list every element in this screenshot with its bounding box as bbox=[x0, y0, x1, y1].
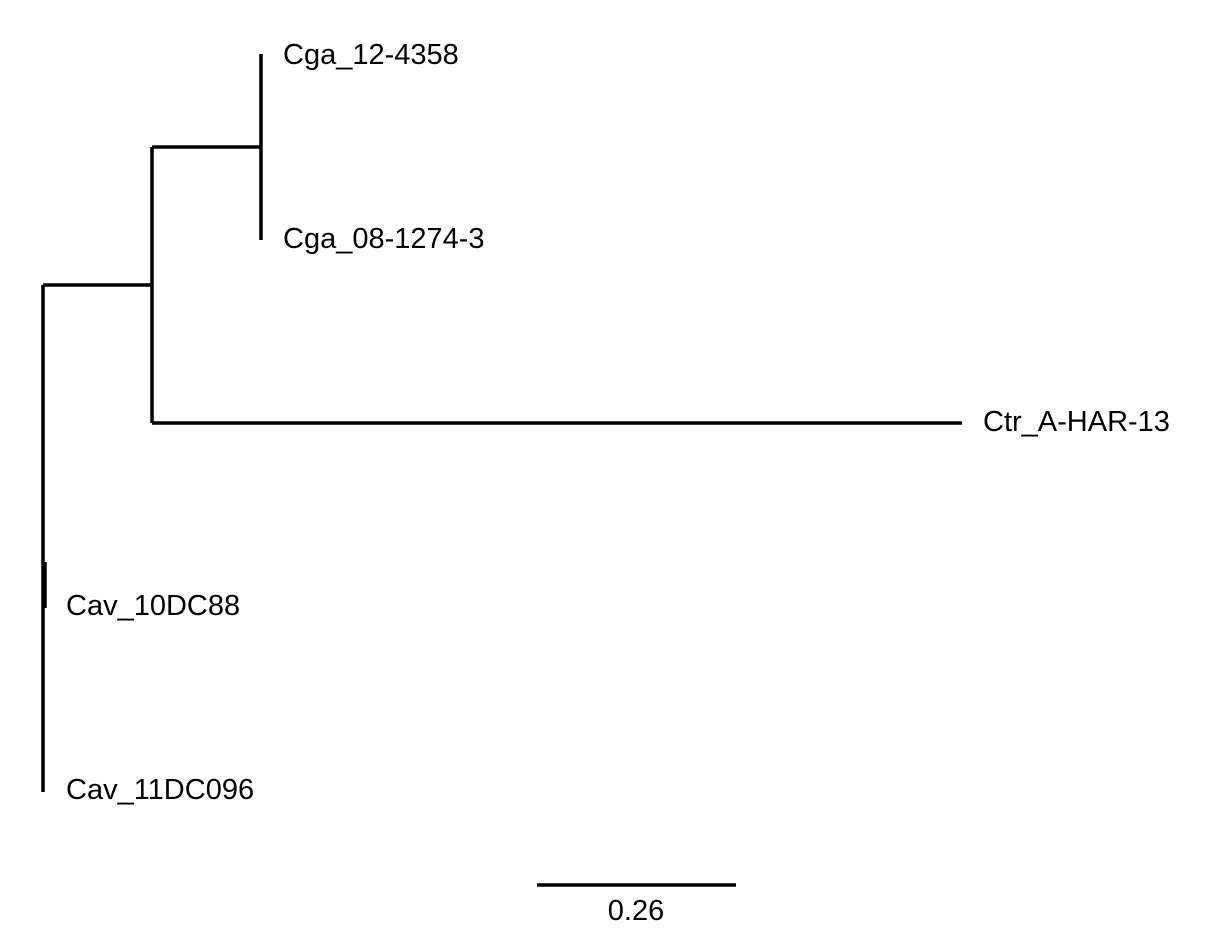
tip-label-cga-12: Cga_12-4358 bbox=[283, 39, 459, 71]
tree-branches bbox=[41, 54, 962, 792]
scale-bar: 0.26 bbox=[537, 883, 736, 927]
scale-bar-label: 0.26 bbox=[608, 895, 664, 927]
tip-labels: Cga_12-4358 Cga_08-1274-3 Ctr_A-HAR-13 C… bbox=[66, 39, 1170, 806]
tip-label-cga-08: Cga_08-1274-3 bbox=[283, 223, 485, 255]
tip-label-cav-11: Cav_11DC096 bbox=[66, 774, 254, 806]
tip-label-ctr: Ctr_A-HAR-13 bbox=[983, 406, 1170, 438]
tip-label-cav-10: Cav_10DC88 bbox=[66, 590, 240, 622]
